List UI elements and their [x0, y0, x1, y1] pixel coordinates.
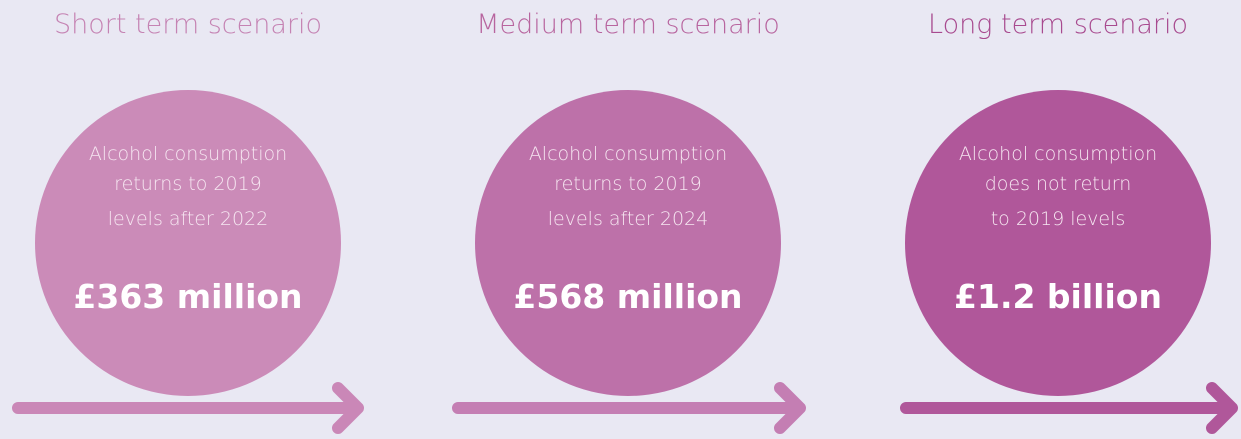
scenario-description: levels after 2024: [548, 208, 708, 230]
scenario-title: Medium term scenario: [476, 9, 780, 40]
scenario-title: Long term scenario: [928, 9, 1188, 40]
scenario-circle: [35, 90, 341, 396]
scenario-description: does not return: [985, 173, 1132, 195]
scenario: Short term scenario Alcohol consumption re…: [12, 9, 364, 434]
arrow: [12, 382, 364, 434]
scenario-circle: [475, 90, 781, 396]
scenario: Long term scenario Alcohol consumption doe…: [900, 9, 1238, 434]
arrow: [452, 382, 806, 434]
scenario-amount: £1.2 billion: [954, 277, 1162, 316]
scenario-description: returns to 2019: [554, 173, 702, 195]
scenario-description: returns to 2019: [114, 173, 262, 195]
scenario-description: Alcohol consumption: [89, 143, 287, 165]
scenario: Medium term scenario Alcohol consumption r…: [452, 9, 806, 434]
scenario-amount: £568 million: [513, 277, 742, 316]
scenario-description: Alcohol consumption: [529, 143, 727, 165]
scenario-description: levels after 2022: [108, 208, 268, 230]
scenario-description: Alcohol consumption: [959, 143, 1157, 165]
arrow: [900, 382, 1238, 434]
scenario-amount: £363 million: [73, 277, 302, 316]
scenario-circle: [905, 90, 1211, 396]
scenario-description: to 2019 levels: [991, 208, 1126, 230]
scenario-title: Short term scenario: [54, 9, 322, 40]
